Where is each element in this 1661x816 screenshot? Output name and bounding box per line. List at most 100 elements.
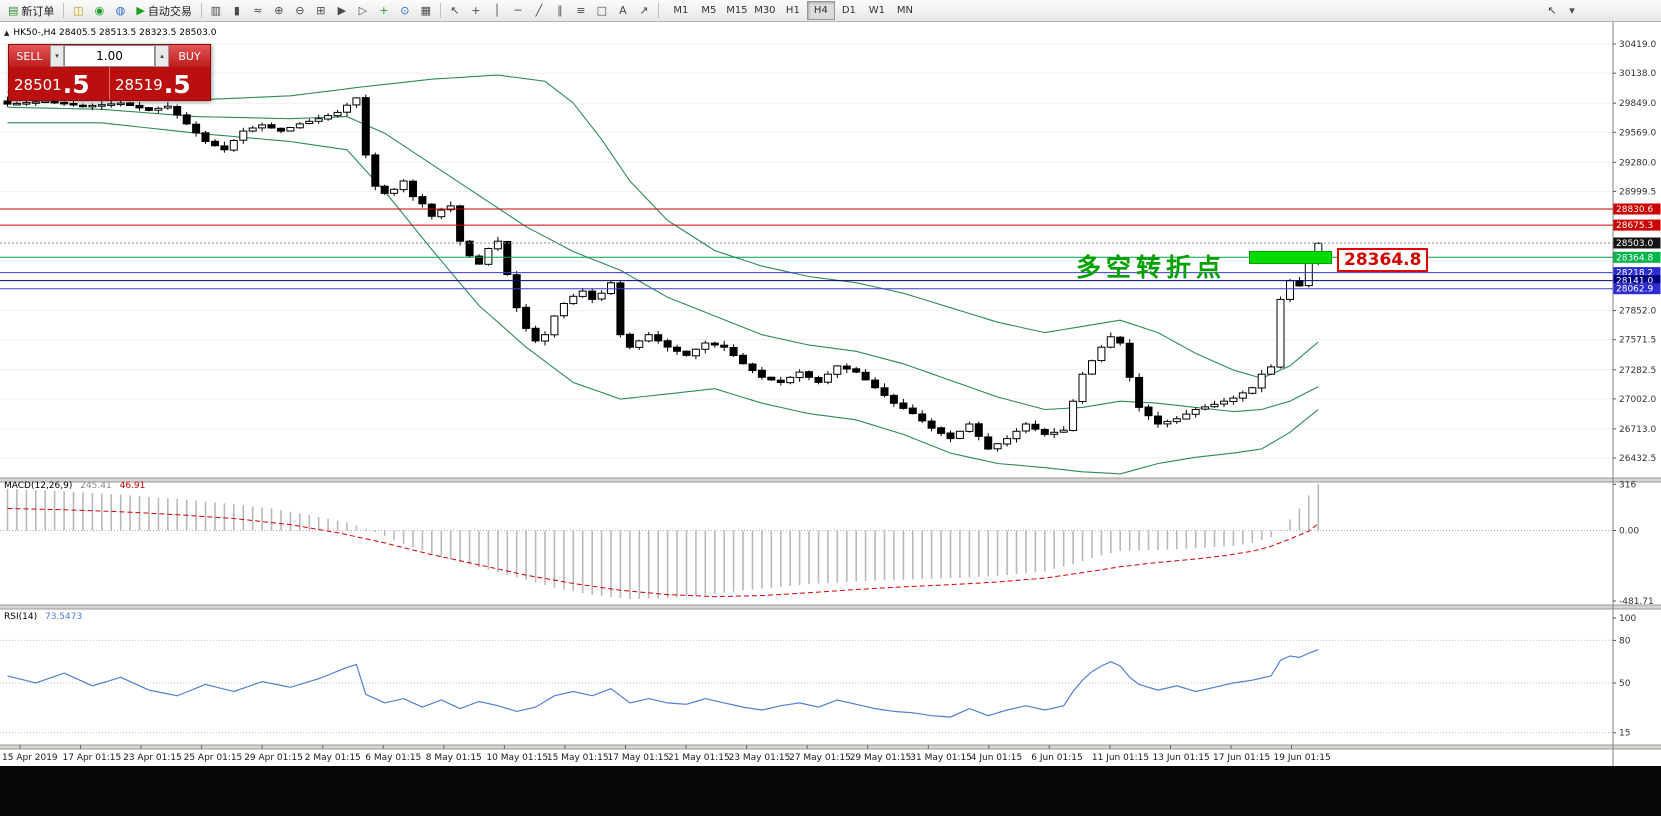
svg-text:28062.9: 28062.9 xyxy=(1616,285,1653,295)
timeframe-w1[interactable]: W1 xyxy=(868,5,885,16)
buy-button[interactable]: BUY xyxy=(169,45,210,67)
macd-signal-line xyxy=(7,508,1319,598)
svg-text:28218.2: 28218.2 xyxy=(1616,269,1653,279)
svg-text:29849.0: 29849.0 xyxy=(1619,99,1656,109)
timeframe-h1[interactable]: H1 xyxy=(785,5,800,16)
svg-text:27 May 01:15: 27 May 01:15 xyxy=(789,753,851,763)
tile-windows-icon[interactable]: ⊞ xyxy=(316,4,326,17)
svg-text:6 Jun 01:15: 6 Jun 01:15 xyxy=(1031,753,1082,763)
volume-decrease-button[interactable]: ▾ xyxy=(50,45,64,67)
shapes-icon[interactable]: □ xyxy=(596,4,608,17)
svg-text:11 Jun 01:15: 11 Jun 01:15 xyxy=(1092,753,1149,763)
turning-point-highlight xyxy=(1249,251,1332,264)
vertical-line-icon[interactable]: │ xyxy=(493,4,501,17)
candlestick-chart-icon[interactable]: ▮ xyxy=(233,4,240,17)
svg-text:21 May 01:15: 21 May 01:15 xyxy=(668,753,730,763)
buy-price-display[interactable]: 28519 .5 xyxy=(109,67,210,100)
svg-text:15 May 01:15: 15 May 01:15 xyxy=(547,753,609,763)
line-chart-icon[interactable]: ≈ xyxy=(253,4,263,17)
svg-text:28830.6: 28830.6 xyxy=(1616,205,1653,215)
auto-scroll-icon[interactable]: ▶ xyxy=(337,4,347,17)
bottom-black-strip xyxy=(0,766,1661,816)
svg-text:23 May 01:15: 23 May 01:15 xyxy=(729,753,791,763)
svg-text:10 May 01:15: 10 May 01:15 xyxy=(486,753,548,763)
bollinger-middle-line xyxy=(7,106,1319,413)
chart-canvas-box[interactable]: 30419.0 30138.0 29849.0 29569.0 29280.0 28999… xyxy=(0,22,1661,766)
timeframe-buttons: M1 M5 M15 M30 H1 H4 D1 W1 MN xyxy=(667,1,919,20)
svg-text:19 Jun 01:15: 19 Jun 01:15 xyxy=(1274,753,1331,763)
new-order-button[interactable]: ▤ 新订单 xyxy=(3,1,59,21)
svg-text:0.00: 0.00 xyxy=(1619,527,1639,537)
timeframe-d1[interactable]: D1 xyxy=(841,5,856,16)
trendline-icon[interactable]: ╱ xyxy=(535,4,543,17)
buy-price-main: 28519 xyxy=(115,76,163,94)
svg-text:27852.0: 27852.0 xyxy=(1619,307,1656,317)
zoom-out-icon[interactable]: ⊖ xyxy=(295,4,305,17)
auto-trading-button[interactable]: ▶ 自动交易 xyxy=(131,1,196,21)
new-order-label: 新订单 xyxy=(21,4,55,18)
volume-input[interactable] xyxy=(64,45,155,67)
svg-text:15: 15 xyxy=(1619,729,1630,739)
svg-text:17 May 01:15: 17 May 01:15 xyxy=(608,753,670,763)
svg-text:30138.0: 30138.0 xyxy=(1619,69,1656,79)
pointer-icon[interactable]: ↖ xyxy=(1547,4,1557,17)
time-axis: 15 Apr 2019 17 Apr 01:15 23 Apr 01:15 25 Ap… xyxy=(2,745,1331,763)
templates-icon[interactable]: ▦ xyxy=(420,4,432,17)
svg-text:26432.5: 26432.5 xyxy=(1619,454,1656,464)
svg-text:29 May 01:15: 29 May 01:15 xyxy=(850,753,912,763)
top-toolbar: ▤ 新订单 ◫ ◉ ◍ ▶ 自动交易 ▥ ▮ ≈ ⊕ ⊖ ⊞ ▶ ▷ + ⊙ ▦ ↖ + │ ─ ╱ ∥ ≡ □ A ↗ M1 M5 M15… xyxy=(0,0,1661,22)
toolbar-right-group: ↖ ▾ xyxy=(1542,2,1582,20)
text-icon[interactable]: A xyxy=(619,4,627,17)
sell-price-display[interactable]: 28501 .5 xyxy=(9,67,109,100)
timeframe-mn[interactable]: MN xyxy=(896,5,913,16)
svg-text:31 May 01:15: 31 May 01:15 xyxy=(910,753,972,763)
arrows-icon[interactable]: ↗ xyxy=(639,4,649,17)
fibonacci-icon[interactable]: ≡ xyxy=(576,4,586,17)
timeframe-h4[interactable]: H4 xyxy=(806,1,835,20)
chart-shift-icon[interactable]: ▷ xyxy=(358,4,368,17)
svg-text:29 Apr 01:15: 29 Apr 01:15 xyxy=(244,753,303,763)
one-click-trade-panel: SELL ▾ ▴ BUY 28501 .5 28519 .5 xyxy=(8,44,211,101)
chart-canvas[interactable]: 30419.0 30138.0 29849.0 29569.0 29280.0 28999… xyxy=(0,22,1661,766)
price-axis-tags: 28830.6 28675.3 28503.0 28364.8 28218.228141… xyxy=(1613,203,1661,295)
help-icon[interactable]: ◍ xyxy=(115,4,126,17)
macd-indicator-label: MACD(12,26,9) 245.41 46.91 xyxy=(4,481,145,491)
crosshair-icon[interactable]: + xyxy=(471,4,481,17)
svg-text:100: 100 xyxy=(1619,614,1636,624)
cursor-icon[interactable]: ↖ xyxy=(450,4,460,17)
svg-text:29569.0: 29569.0 xyxy=(1619,128,1656,138)
svg-text:2 May 01:15: 2 May 01:15 xyxy=(305,753,361,763)
sell-button[interactable]: SELL xyxy=(9,45,50,67)
auto-trading-icon: ▶ xyxy=(136,4,145,17)
rsi-indicator-label: RSI(14) 73.5473 xyxy=(4,612,82,622)
svg-text:28364.8: 28364.8 xyxy=(1616,253,1653,263)
volume-increase-button[interactable]: ▴ xyxy=(155,45,169,67)
svg-text:-481.71: -481.71 xyxy=(1619,597,1654,607)
timeframe-m5[interactable]: M5 xyxy=(701,5,717,16)
macd-pane xyxy=(0,484,1613,599)
chart-window[interactable]: 30419.0 30138.0 29849.0 29569.0 29280.0 28999… xyxy=(0,22,1661,766)
one-click-panel-toggle-icon[interactable]: ▲ xyxy=(4,29,10,37)
bar-chart-icon[interactable]: ▥ xyxy=(210,4,222,17)
timeframe-m1[interactable]: M1 xyxy=(673,5,689,16)
svg-text:17 Apr 01:15: 17 Apr 01:15 xyxy=(63,753,122,763)
timeframe-m30[interactable]: M30 xyxy=(754,5,776,16)
profiles-icon[interactable]: ◫ xyxy=(73,4,84,17)
price-gridlines xyxy=(0,43,1613,459)
svg-text:29280.0: 29280.0 xyxy=(1619,158,1656,168)
svg-text:4 Jun 01:15: 4 Jun 01:15 xyxy=(971,753,1022,763)
rsi-name: RSI(14) xyxy=(4,612,38,622)
timeframe-m15[interactable]: M15 xyxy=(726,5,748,16)
menu-arrow-icon[interactable]: ▾ xyxy=(1569,4,1575,17)
periods-icon[interactable]: ⊙ xyxy=(400,4,410,17)
rsi-value: 73.5473 xyxy=(44,612,83,622)
svg-text:28141.0: 28141.0 xyxy=(1616,277,1653,287)
bollinger-lower-line xyxy=(7,122,1319,475)
channel-icon[interactable]: ∥ xyxy=(557,4,563,17)
zoom-in-icon[interactable]: ⊕ xyxy=(274,4,284,17)
svg-text:27002.0: 27002.0 xyxy=(1619,395,1656,405)
indicators-icon[interactable]: + xyxy=(379,4,389,17)
horizontal-line-icon[interactable]: ─ xyxy=(514,4,522,17)
svg-text:8 May 01:15: 8 May 01:15 xyxy=(426,753,482,763)
strategy-tester-icon[interactable]: ◉ xyxy=(94,4,105,17)
